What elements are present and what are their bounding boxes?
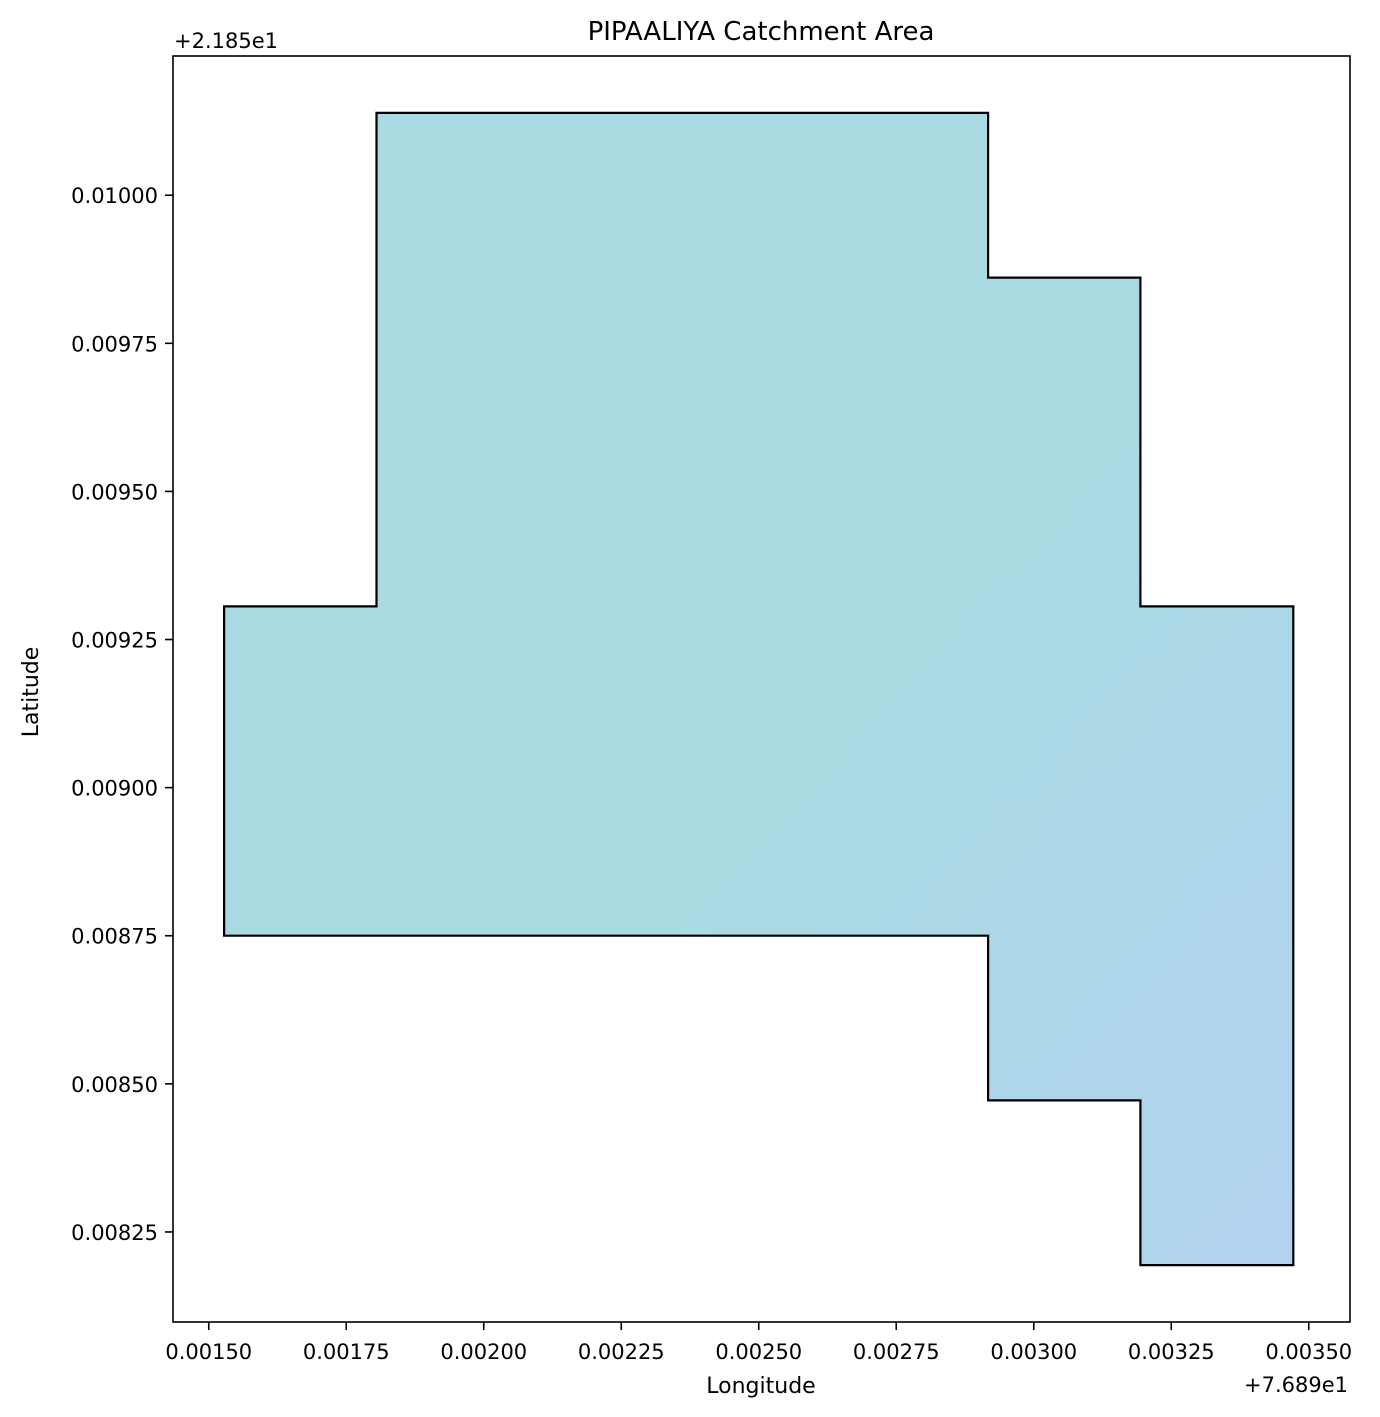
y-tick-label: 0.00825: [71, 1221, 158, 1245]
y-offset-label: +2.185e1: [174, 29, 278, 53]
y-tick-label: 0.00975: [71, 332, 158, 356]
x-tick-label: 0.00150: [165, 1340, 252, 1364]
x-axis-title: Longitude: [706, 1374, 815, 1399]
x-tick-label: 0.00225: [578, 1340, 665, 1364]
x-tick-label: 0.00275: [853, 1340, 940, 1364]
x-tick-label: 0.00325: [1128, 1340, 1215, 1364]
x-tick-label: 0.00200: [440, 1340, 527, 1364]
catchment-area-polygon: [223, 111, 1295, 1267]
y-axis: 0.00825 0.00850 0.00875 0.00900 0.00925 0.009…: [71, 184, 173, 1245]
chart-title: PIPAALIYA Catchment Area: [588, 17, 935, 47]
y-tick-label: 0.00925: [71, 629, 158, 653]
plot-frame: [172, 55, 1351, 1323]
y-tick-label: 0.00900: [71, 777, 158, 801]
y-tick-label: 0.00850: [71, 1073, 158, 1097]
x-tick-label: 0.00250: [715, 1340, 802, 1364]
y-tick-label: 0.00875: [71, 925, 158, 949]
y-axis-title: Latitude: [19, 647, 44, 738]
y-tick-label: 0.01000: [71, 184, 158, 208]
x-tick-label: 0.00300: [990, 1340, 1077, 1364]
x-tick-label: 0.00175: [303, 1340, 390, 1364]
y-tick-label: 0.00950: [71, 480, 158, 504]
x-axis: 0.00150 0.00175 0.00200 0.00225 0.00250 0.002…: [165, 1322, 1352, 1364]
x-offset-label: +7.689e1: [1244, 1373, 1348, 1397]
x-tick-label: 0.00350: [1265, 1340, 1352, 1364]
